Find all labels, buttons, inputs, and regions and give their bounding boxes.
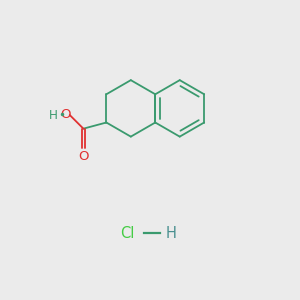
Text: H: H	[165, 226, 176, 241]
Text: O: O	[78, 150, 88, 164]
Text: Cl: Cl	[121, 226, 135, 241]
Text: H: H	[49, 109, 58, 122]
Text: O: O	[61, 108, 71, 121]
